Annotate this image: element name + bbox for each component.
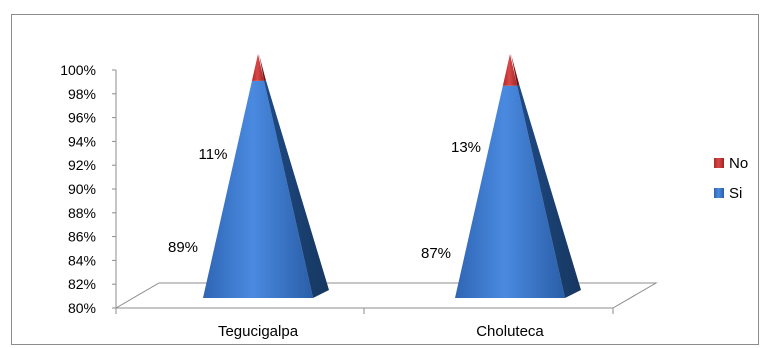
bar-si-front: [203, 80, 313, 298]
x-category-label: Tegucigalpa: [218, 323, 299, 340]
y-tick-label: 96%: [68, 110, 96, 126]
y-tick-label: 82%: [68, 276, 96, 292]
data-label-si: 87%: [421, 245, 451, 262]
bar-si-side: [264, 79, 329, 299]
data-label-si: 89%: [168, 239, 198, 256]
y-tick-label: 92%: [68, 157, 96, 173]
y-tick-label: 80%: [68, 300, 96, 316]
legend-label: Si: [729, 185, 742, 202]
y-tick-label: 88%: [68, 205, 96, 221]
bar-no-side: [511, 54, 520, 86]
bar-si-front: [455, 85, 565, 298]
legend-swatch: [714, 188, 724, 198]
y-tick-label: 98%: [68, 86, 96, 102]
y-tick-label: 86%: [68, 229, 96, 245]
data-label-no: 13%: [451, 139, 481, 156]
bar-no-front: [502, 54, 518, 86]
y-tick-label: 90%: [68, 181, 96, 197]
x-category-label: Choluteca: [476, 323, 544, 340]
bar-si-side: [517, 84, 581, 299]
bar-no-side: [259, 54, 266, 81]
y-tick-label: 94%: [68, 133, 96, 149]
y-tick-label: 100%: [60, 62, 96, 78]
legend-swatch: [714, 158, 724, 168]
data-label-no: 11%: [199, 146, 228, 163]
bar-no-front: [251, 54, 265, 81]
y-tick-label: 84%: [68, 252, 96, 268]
legend-label: No: [729, 155, 748, 172]
